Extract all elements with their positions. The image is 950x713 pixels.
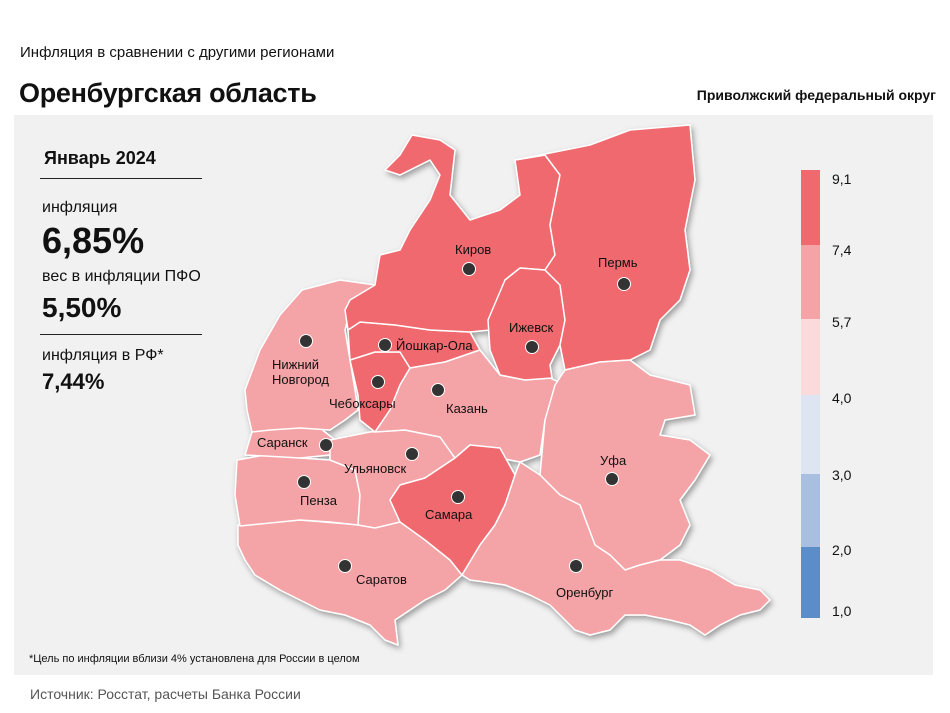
divider <box>40 334 202 335</box>
rf-inflation-value: 7,44% <box>42 369 105 394</box>
period-label: Январь 2024 <box>44 148 156 168</box>
city-label-izhevsk: Ижевск <box>509 320 554 335</box>
city-marker <box>319 438 333 452</box>
legend-swatch <box>801 395 820 474</box>
city-marker <box>525 340 539 354</box>
inflation-label: инфляция <box>42 199 118 216</box>
city-label-ufa: Уфа <box>600 453 627 468</box>
city-label-nizhny-1: Нижний <box>272 357 319 372</box>
inflation-value: 6,85% <box>42 220 145 261</box>
legend-tick: 1,0 <box>832 603 852 619</box>
footnote: *Цель по инфляции вблизи 4% установлена … <box>29 653 360 665</box>
city-marker <box>569 559 583 573</box>
city-marker <box>605 472 619 486</box>
city-label-nizhny-2: Новгород <box>272 372 329 387</box>
city-label-penza: Пенза <box>300 493 338 508</box>
city-label-kazan: Казань <box>446 401 488 416</box>
legend-swatch <box>801 474 820 547</box>
rf-inflation-label: инфляция в РФ* <box>42 347 164 364</box>
legend-tick: 4,0 <box>832 390 852 406</box>
weight-value: 5,50% <box>42 292 122 323</box>
subtitle: Инфляция в сравнении с другими регионами <box>20 44 335 61</box>
legend-swatch <box>801 547 820 618</box>
region-orenburg <box>461 461 771 636</box>
city-marker <box>371 375 385 389</box>
legend-tick: 7,4 <box>832 242 852 258</box>
legend-swatch <box>801 170 820 245</box>
legend-tick: 3,0 <box>832 467 852 483</box>
city-marker <box>617 277 631 291</box>
divider <box>40 178 202 179</box>
source-note: Источник: Росстат, расчеты Банка России <box>30 686 301 702</box>
weight-label: вес в инфляции ПФО <box>42 268 201 285</box>
city-marker <box>378 338 392 352</box>
city-marker <box>405 447 419 461</box>
city-label-orenburg: Оренбург <box>556 585 613 600</box>
region-penza <box>234 454 361 527</box>
city-label-samara: Самара <box>425 507 473 522</box>
city-marker <box>431 383 445 397</box>
district-label: Приволжский федеральный округ <box>696 87 936 103</box>
legend: 9,1 7,4 5,7 4,0 3,0 2,0 1,0 <box>801 170 852 619</box>
city-marker <box>451 490 465 504</box>
city-marker <box>338 559 352 573</box>
city-label-cheboksary: Чебоксары <box>329 396 396 411</box>
city-marker <box>297 475 311 489</box>
region-kazan <box>374 349 566 463</box>
legend-swatch <box>801 245 820 319</box>
city-label-yoshkar-ola: Йошкар-Ола <box>396 338 473 353</box>
legend-tick: 5,7 <box>832 314 852 330</box>
legend-tick: 9,1 <box>832 171 852 187</box>
city-label-saratov: Саратов <box>356 572 407 587</box>
legend-tick: 2,0 <box>832 542 852 558</box>
city-marker <box>299 334 313 348</box>
city-marker <box>462 262 476 276</box>
legend-swatch <box>801 319 820 395</box>
city-label-saransk: Саранск <box>257 435 308 450</box>
city-label-kirov: Киров <box>455 242 491 257</box>
page-title: Оренбургская область <box>19 78 317 108</box>
city-label-perm: Пермь <box>598 255 638 270</box>
stats-panel: Январь 2024 инфляция 6,85% вес в инфляци… <box>40 148 212 395</box>
city-label-ulyanovsk: Ульяновск <box>344 461 406 476</box>
